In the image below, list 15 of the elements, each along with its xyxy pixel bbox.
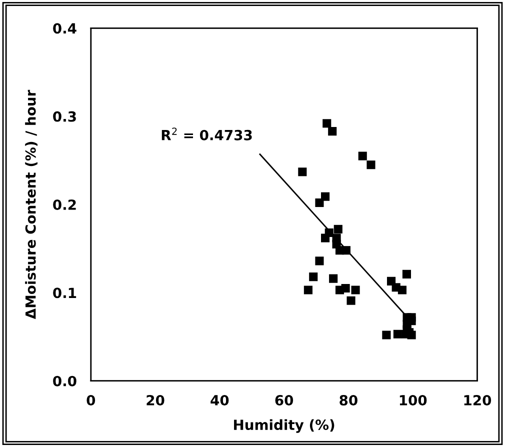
y-tick-label: 0.0 [53, 376, 76, 386]
annotation: R$^{2}$ = 0.4733 [162, 128, 252, 140]
x-axis-title: Humidity (%) [234, 419, 334, 433]
x-tick-label: 60 [275, 394, 294, 406]
x-tick-label: 0 [86, 394, 96, 406]
y-axis-title: ΔMoisture Content (%) / hour [25, 90, 38, 320]
y-tick-label: 0.3 [53, 111, 76, 122]
x-tick-label: 80 [340, 394, 358, 406]
x-tick-label: 20 [146, 394, 164, 406]
y-tick-label: 0.1 [53, 288, 76, 298]
y-tick-label: 0.4 [53, 23, 76, 34]
y-tick-label: 0.2 [53, 199, 76, 210]
x-tick-label: 40 [210, 394, 229, 406]
x-tick-label: 120 [464, 394, 492, 406]
x-tick-label: 100 [400, 394, 427, 406]
